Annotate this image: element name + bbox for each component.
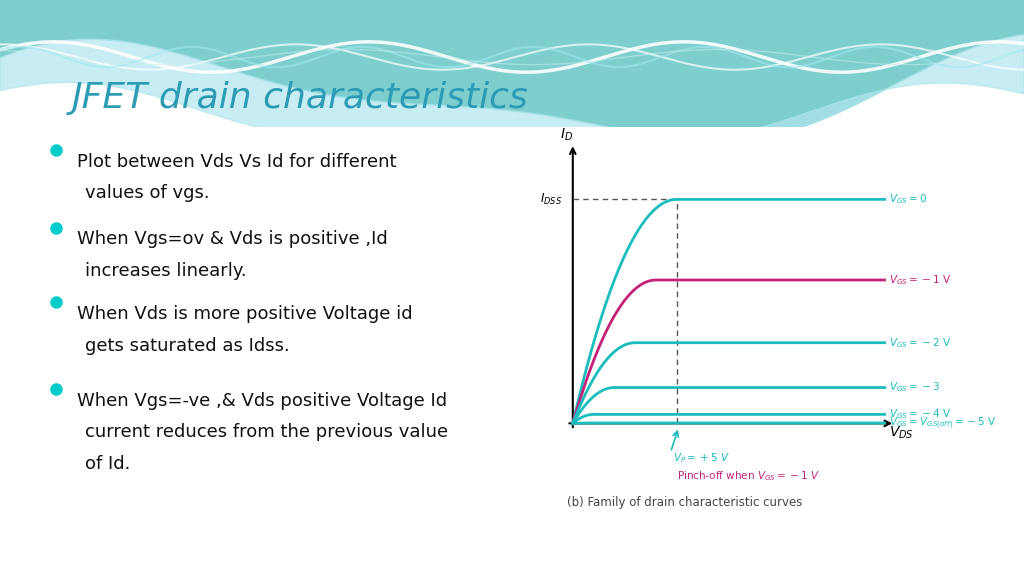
Text: Plot between Vds Vs Id for different: Plot between Vds Vs Id for different: [77, 153, 396, 170]
Text: increases linearly.: increases linearly.: [85, 262, 247, 280]
Text: $V_P = +5\ V$: $V_P = +5\ V$: [673, 452, 729, 465]
Text: $V_{GS} = V_{GS(off)} = -5$ V: $V_{GS} = V_{GS(off)} = -5$ V: [889, 415, 996, 431]
Text: $V_{DS}$: $V_{DS}$: [889, 424, 913, 441]
Text: $V_{GS} = -2$ V: $V_{GS} = -2$ V: [889, 336, 951, 350]
Text: When Vgs=ov & Vds is positive ,Id: When Vgs=ov & Vds is positive ,Id: [77, 230, 387, 248]
Text: When Vds is more positive Voltage id: When Vds is more positive Voltage id: [77, 305, 413, 323]
Text: $I_{DSS}$: $I_{DSS}$: [541, 192, 562, 207]
Text: current reduces from the previous value: current reduces from the previous value: [85, 423, 449, 441]
Text: of Id.: of Id.: [85, 455, 130, 473]
Text: $V_{GS} = 0$: $V_{GS} = 0$: [889, 192, 927, 206]
Text: (b) Family of drain characteristic curves: (b) Family of drain characteristic curve…: [566, 497, 802, 509]
Text: $I_D$: $I_D$: [560, 127, 573, 143]
Text: Pinch-off when $V_{GS} = -1\ V$: Pinch-off when $V_{GS} = -1\ V$: [677, 469, 819, 483]
Text: values of vgs.: values of vgs.: [85, 184, 210, 202]
Text: $V_{GS} = -1$ V: $V_{GS} = -1$ V: [889, 273, 951, 287]
Text: When Vgs=-ve ,& Vds positive Voltage Id: When Vgs=-ve ,& Vds positive Voltage Id: [77, 392, 446, 410]
Text: JFET drain characteristics: JFET drain characteristics: [72, 81, 528, 115]
Text: gets saturated as Idss.: gets saturated as Idss.: [85, 337, 290, 355]
Text: $V_{GS} = -3$: $V_{GS} = -3$: [889, 381, 940, 395]
Text: $V_{GS} = -4$ V: $V_{GS} = -4$ V: [889, 407, 951, 421]
